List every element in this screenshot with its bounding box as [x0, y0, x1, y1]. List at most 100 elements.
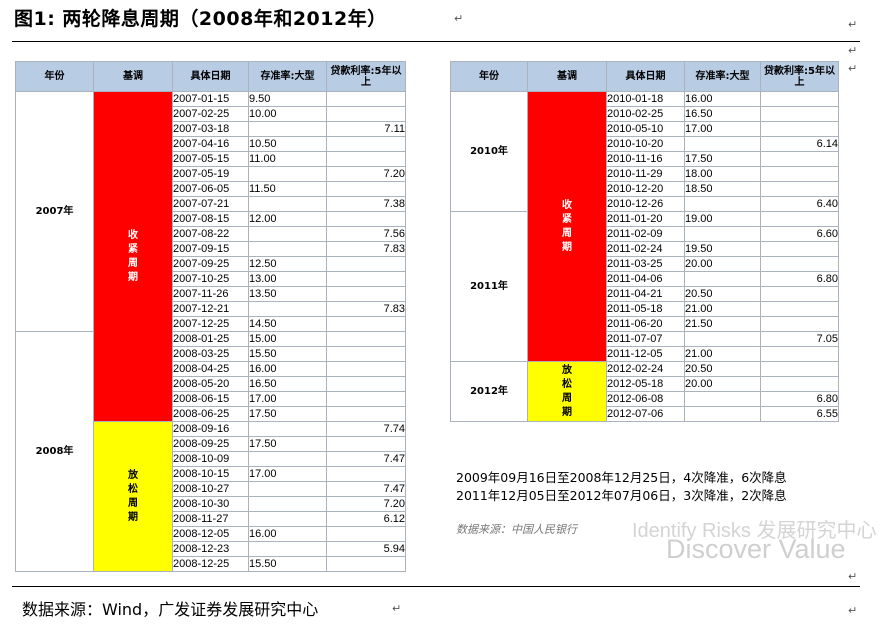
- table-row: 2007-05-19 7.20: [16, 166, 406, 182]
- table-row: 2011-12-05 21.00: [451, 346, 839, 362]
- rrr-cell: 15.50: [248, 346, 327, 362]
- rrr-cell: 16.00: [684, 91, 761, 107]
- date-cell: 2007-09-15: [172, 241, 249, 257]
- date-cell: 2007-02-25: [172, 106, 249, 122]
- rrr-cell: 20.00: [684, 376, 761, 392]
- cycle-tone-label: 收紧周期: [562, 199, 572, 253]
- loan-rate-cell: [326, 376, 406, 392]
- rrr-cell: [248, 226, 327, 242]
- loan-rate-cell: [760, 106, 839, 122]
- loan-rate-cell: [326, 436, 406, 452]
- date-cell: 2010-10-20: [606, 136, 685, 152]
- date-cell: 2007-12-25: [172, 316, 249, 332]
- date-cell: 2007-10-25: [172, 271, 249, 287]
- rrr-cell: 20.00: [684, 256, 761, 272]
- table-row: 2007-12-25 14.50: [16, 316, 406, 332]
- rrr-cell: 17.00: [248, 391, 327, 407]
- rrr-cell: [248, 481, 327, 497]
- rrr-cell: 12.00: [248, 211, 327, 227]
- table-row: 2008-12-05 16.00: [16, 526, 406, 542]
- date-cell: 2012-02-24: [606, 361, 685, 377]
- date-cell: 2011-06-20: [606, 316, 685, 332]
- rrr-cell: [684, 196, 761, 212]
- loan-rate-cell: [326, 346, 406, 362]
- date-cell: 2008-06-15: [172, 391, 249, 407]
- col-header-rrr: 存准率:大型: [684, 61, 761, 92]
- table-row: 2011年 2011-01-20 19.00: [450, 211, 839, 362]
- rrr-cell: [248, 421, 327, 437]
- date-cell: 2008-10-27: [172, 481, 249, 497]
- loan-rate-cell: [760, 256, 839, 272]
- paragraph-mark-icon: ↵: [848, 44, 858, 57]
- table-row: 2011-04-06 6.80: [451, 271, 839, 287]
- loan-rate-cell: [326, 316, 406, 332]
- cycle-note-2: 2011年12月05日至2012年07月06日，3次降准，2次降息: [456, 488, 787, 503]
- table-row: 2007-07-21 7.38: [16, 196, 406, 212]
- table-row: 2011-04-21 20.50: [451, 286, 839, 302]
- table-row: 2007-11-26 13.50: [16, 286, 406, 302]
- table-row: 2007-08-22 7.56: [16, 226, 406, 242]
- cycle-tone-cell: 收紧周期: [527, 91, 607, 362]
- loan-rate-cell: [326, 211, 406, 227]
- loan-rate-cell: [760, 286, 839, 302]
- loan-rate-cell: [760, 181, 839, 197]
- date-cell: 2012-07-06: [606, 406, 685, 422]
- figure-title: 图1: 两轮降息周期（2008年和2012年）: [14, 8, 387, 30]
- rrr-cell: 13.00: [248, 271, 327, 287]
- rrr-cell: 18.50: [684, 181, 761, 197]
- loan-rate-cell: [760, 316, 839, 332]
- loan-rate-cell: 7.83: [326, 241, 406, 257]
- rrr-cell: 20.50: [684, 286, 761, 302]
- col-header-year: 年份: [15, 61, 94, 92]
- loan-rate-cell: 7.83: [326, 301, 406, 317]
- table-row: 2008-04-25 16.00: [16, 361, 406, 377]
- rrr-cell: 9.50: [248, 91, 327, 107]
- loan-rate-cell: [760, 166, 839, 182]
- left-rate-table: 年份 基调 具体日期 存准率:大型 贷款利率:5年以上 2007年 收紧周期 200…: [15, 61, 406, 572]
- table-row: 2008-06-25 17.50: [16, 406, 406, 422]
- date-cell: 2008-05-20: [172, 376, 249, 392]
- right-rate-table: 年份 基调 具体日期 存准率:大型 贷款利率:5年以上 2010年 收紧周期 201…: [450, 61, 839, 422]
- table-row: 2011-05-18 21.00: [451, 301, 839, 317]
- loan-rate-cell: 7.20: [326, 166, 406, 182]
- date-cell: 2008-04-25: [172, 361, 249, 377]
- rrr-cell: 15.00: [248, 331, 327, 347]
- rrr-cell: 21.00: [684, 346, 761, 362]
- loan-rate-cell: 6.12: [326, 511, 406, 527]
- rrr-cell: 20.50: [684, 361, 761, 377]
- loan-rate-cell: [326, 91, 406, 107]
- rrr-cell: [684, 391, 761, 407]
- date-cell: 2008-10-30: [172, 496, 249, 512]
- rrr-cell: 17.00: [684, 121, 761, 137]
- date-cell: 2007-04-16: [172, 136, 249, 152]
- year-cell: 2007年: [15, 91, 94, 332]
- col-header-date: 具体日期: [606, 61, 685, 92]
- rrr-cell: 16.00: [248, 526, 327, 542]
- loan-rate-cell: 6.60: [760, 226, 839, 242]
- date-cell: 2007-05-15: [172, 151, 249, 167]
- rrr-cell: [248, 496, 327, 512]
- loan-rate-cell: [326, 286, 406, 302]
- rrr-cell: [248, 241, 327, 257]
- loan-rate-cell: [326, 361, 406, 377]
- col-header-tone: 基调: [527, 61, 607, 92]
- loan-rate-cell: [760, 211, 839, 227]
- date-cell: 2008-09-16: [172, 421, 249, 437]
- loan-rate-cell: 6.80: [760, 391, 839, 407]
- table-row: 2007-10-25 13.00: [16, 271, 406, 287]
- loan-rate-cell: 7.47: [326, 451, 406, 467]
- date-cell: 2008-12-23: [172, 541, 249, 557]
- loan-rate-cell: 6.55: [760, 406, 839, 422]
- col-header-loan-rate: 贷款利率:5年以上: [326, 61, 406, 92]
- inner-data-source: 数据来源：中国人民银行: [456, 523, 577, 536]
- rrr-cell: [684, 226, 761, 242]
- footer-data-source: 数据来源：Wind，广发证券发展研究中心: [22, 600, 319, 619]
- date-cell: 2008-10-09: [172, 451, 249, 467]
- col-header-year: 年份: [450, 61, 528, 92]
- rrr-cell: 19.00: [684, 211, 761, 227]
- rrr-cell: 14.50: [248, 316, 327, 332]
- rrr-cell: 21.50: [684, 316, 761, 332]
- table-row: 2010-11-29 18.00: [451, 166, 839, 182]
- paragraph-mark-icon: ↵: [392, 602, 402, 615]
- loan-rate-cell: [760, 361, 839, 377]
